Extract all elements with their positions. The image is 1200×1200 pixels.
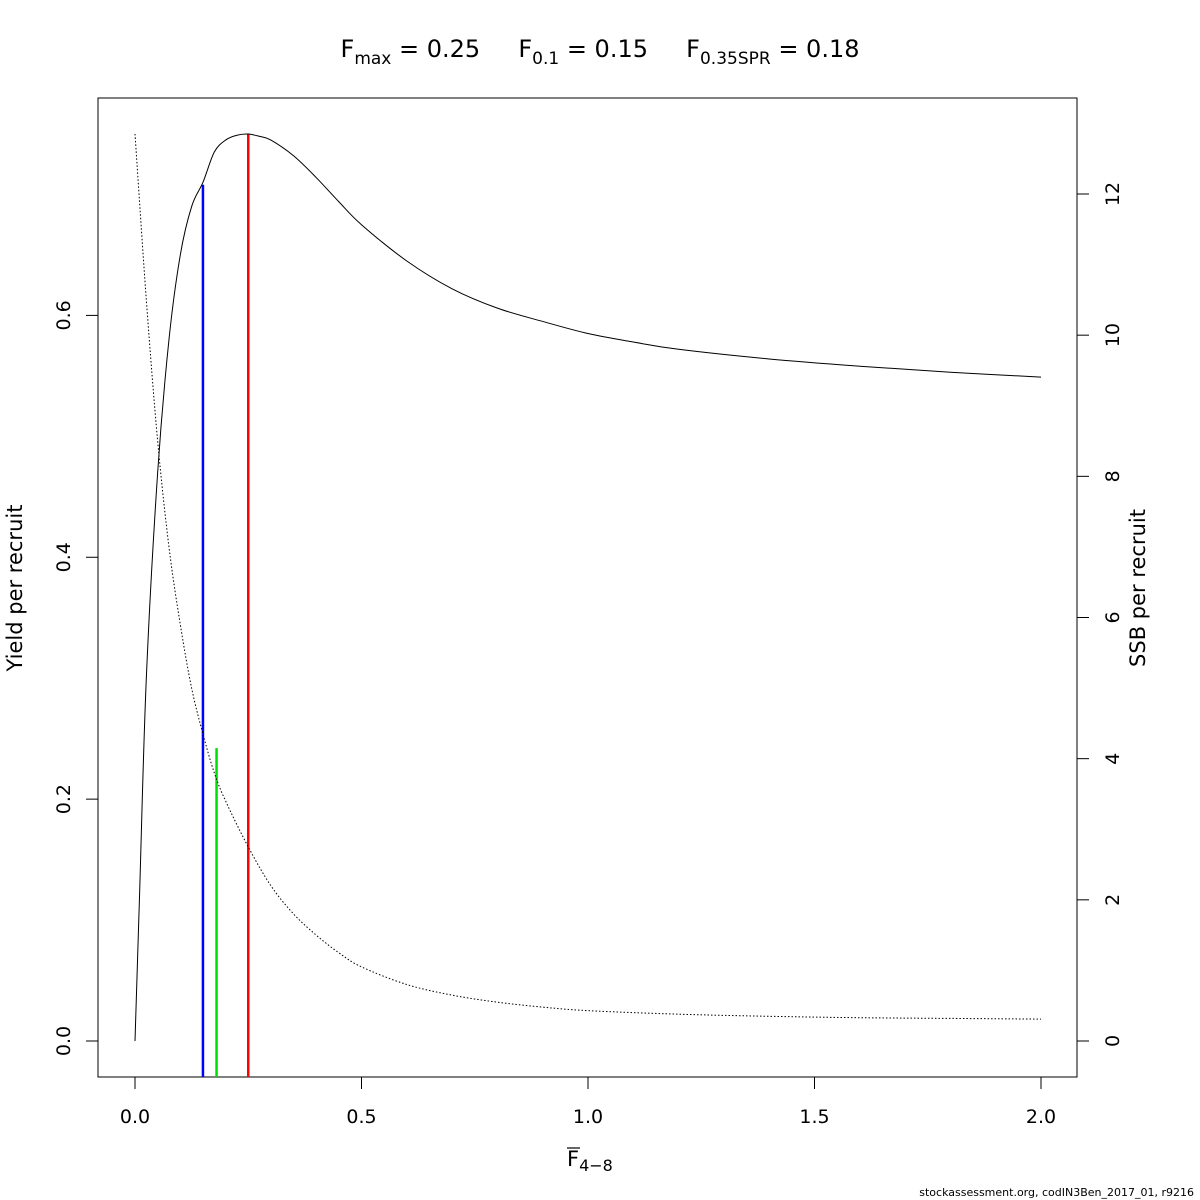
y-right-tick-label: 8 — [1102, 470, 1124, 482]
x-tick-label: 0.0 — [120, 1106, 150, 1128]
y-left-tick-label: 0.0 — [53, 1026, 75, 1056]
ssb-per-recruit-line — [134, 133, 1042, 1020]
y-right-tick-label: 6 — [1102, 611, 1124, 623]
title-value: = 0.18 — [771, 35, 860, 63]
y-right-tick-label: 2 — [1102, 894, 1124, 906]
title-value: = 0.15 — [559, 35, 648, 63]
x-axis: 0.0 0.5 1.0 1.5 2.0 — [120, 1076, 1056, 1128]
title-symbol: F — [518, 35, 532, 63]
x-tick-label: 1.5 — [799, 1106, 829, 1128]
title-value: = 0.25 — [391, 35, 480, 63]
x-axis-title-symbol: F — [567, 1147, 579, 1171]
title-subscript: 0.35SPR — [700, 49, 771, 69]
title-spacer — [648, 35, 686, 63]
title-symbol: F — [341, 35, 355, 63]
y-right-tick-label: 0 — [1102, 1035, 1124, 1047]
chart-title-text: Fmax = 0.25 F0.1 = 0.15 F0.35SPR = 0.18 — [341, 35, 860, 69]
title-spacer — [480, 35, 518, 63]
title-symbol: F — [686, 35, 700, 63]
title-subscript: max — [354, 49, 391, 69]
yield-per-recruit-line — [134, 133, 1042, 1042]
y-right-tick-label: 12 — [1102, 182, 1124, 206]
y-left-tick-label: 0.6 — [53, 300, 75, 330]
series-group — [134, 133, 1042, 1042]
plot-frame — [97, 97, 1078, 1078]
y-axis-right: 0 2 4 6 8 10 12 — [1076, 182, 1124, 1047]
footer-text: stockassessment.org, codIN3Ben_2017_01, … — [919, 1186, 1194, 1199]
reference-lines — [201, 134, 250, 1077]
chart-title: Fmax = 0.25 F0.1 = 0.15 F0.35SPR = 0.18 — [341, 35, 860, 69]
title-subscript: 0.1 — [532, 49, 559, 69]
x-axis-title: F4−8 — [567, 1147, 613, 1175]
x-tick-label: 2.0 — [1026, 1106, 1056, 1128]
y-axis-left-title: Yield per recruit — [3, 505, 27, 673]
y-right-tick-label: 4 — [1102, 753, 1124, 765]
y-left-tick-label: 0.2 — [53, 784, 75, 814]
y-axis-right-title: SSB per recruit — [1126, 509, 1150, 667]
y-right-tick-label: 10 — [1102, 323, 1124, 347]
y-axis-left: 0.0 0.2 0.4 0.6 — [53, 300, 99, 1056]
x-tick-label: 0.5 — [346, 1106, 376, 1128]
y-left-tick-label: 0.4 — [53, 542, 75, 572]
x-axis-title-subscript: 4−8 — [579, 1156, 613, 1175]
x-tick-label: 1.0 — [573, 1106, 603, 1128]
x-axis-title-text: F4−8 — [567, 1147, 613, 1175]
